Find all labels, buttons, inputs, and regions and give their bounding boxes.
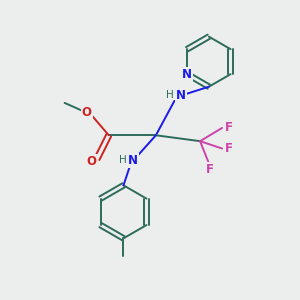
Text: F: F xyxy=(225,122,232,134)
Text: F: F xyxy=(206,163,214,176)
Text: N: N xyxy=(176,89,186,102)
Text: F: F xyxy=(225,142,232,155)
Text: O: O xyxy=(87,155,97,168)
Text: H: H xyxy=(119,155,127,165)
Text: O: O xyxy=(82,106,92,119)
Text: N: N xyxy=(128,154,138,167)
Text: N: N xyxy=(182,68,192,81)
Text: H: H xyxy=(166,90,174,100)
